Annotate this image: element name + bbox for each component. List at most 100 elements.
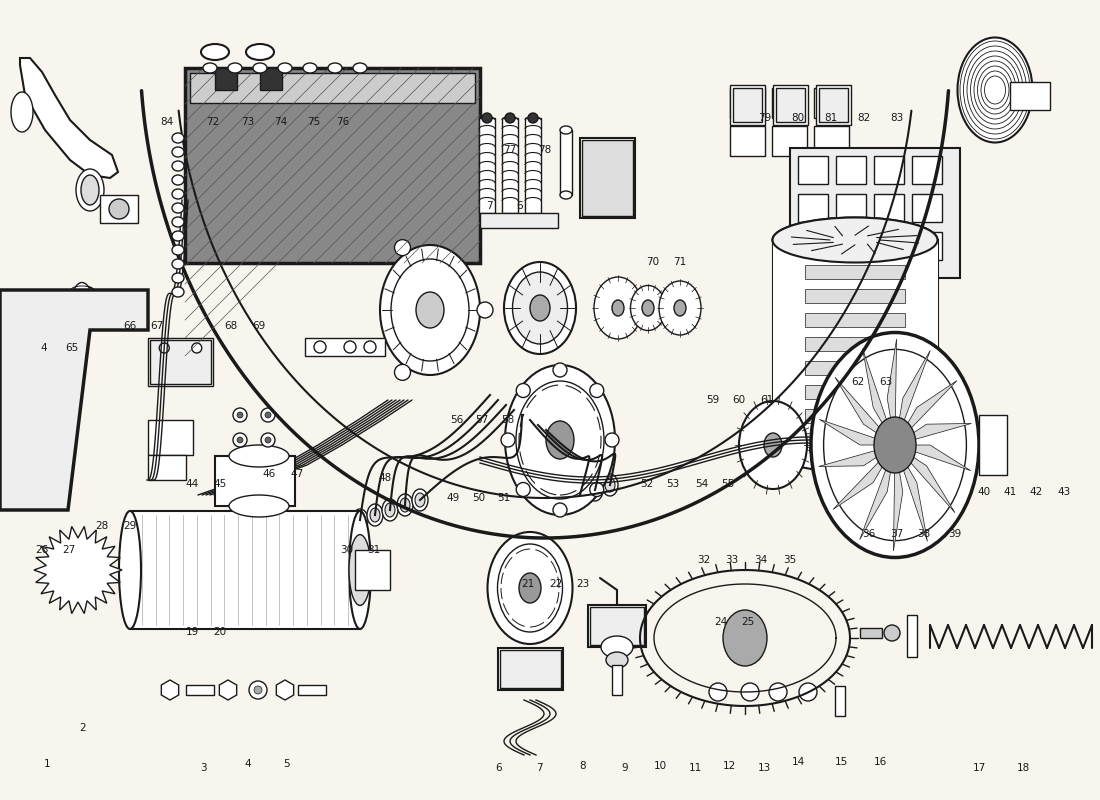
Bar [525, 118, 541, 213]
Circle shape [236, 412, 243, 418]
Circle shape [516, 383, 530, 398]
Text: 54: 54 [695, 479, 708, 489]
Polygon shape [888, 339, 896, 445]
Ellipse shape [811, 333, 979, 558]
Bar [148, 420, 192, 455]
Ellipse shape [572, 484, 588, 506]
Text: 32: 32 [697, 555, 711, 565]
Text: 44: 44 [186, 479, 199, 489]
Text: 80: 80 [791, 114, 804, 123]
Polygon shape [772, 240, 937, 450]
Ellipse shape [739, 401, 807, 489]
Text: 25: 25 [741, 618, 755, 627]
Text: 47: 47 [290, 469, 304, 478]
Ellipse shape [201, 44, 229, 60]
Bar [805, 313, 905, 327]
Ellipse shape [172, 189, 184, 199]
Polygon shape [833, 445, 895, 510]
Text: 26: 26 [35, 546, 48, 555]
Circle shape [233, 408, 248, 422]
Ellipse shape [519, 573, 541, 603]
Circle shape [254, 686, 262, 694]
Text: 37: 37 [890, 530, 903, 539]
Circle shape [314, 341, 326, 353]
Ellipse shape [674, 300, 686, 316]
Bar [805, 337, 905, 351]
Bar [874, 232, 904, 260]
Ellipse shape [772, 218, 937, 262]
Text: 40: 40 [978, 487, 991, 497]
Polygon shape [818, 445, 895, 466]
Bar [798, 194, 828, 222]
Bar [979, 415, 1006, 475]
Polygon shape [893, 445, 903, 551]
Polygon shape [162, 680, 178, 700]
Text: 49: 49 [447, 493, 460, 502]
Circle shape [364, 341, 376, 353]
Text: 21: 21 [521, 579, 535, 589]
Circle shape [553, 503, 566, 517]
Ellipse shape [172, 133, 184, 143]
Ellipse shape [530, 295, 550, 321]
Circle shape [505, 113, 515, 123]
Bar [805, 409, 905, 423]
Ellipse shape [172, 259, 184, 269]
Text: 34: 34 [755, 555, 768, 565]
Bar [186, 685, 214, 695]
Circle shape [516, 482, 530, 497]
Bar [260, 68, 282, 90]
Ellipse shape [349, 534, 371, 606]
Ellipse shape [513, 272, 568, 344]
Ellipse shape [367, 504, 383, 526]
Text: 15: 15 [835, 757, 848, 766]
Text: 59: 59 [706, 395, 719, 405]
Ellipse shape [246, 44, 274, 60]
Circle shape [395, 364, 410, 380]
Text: 6: 6 [495, 763, 502, 773]
Bar [835, 686, 845, 716]
Bar [860, 628, 882, 638]
Bar [500, 650, 561, 688]
Bar [498, 648, 563, 690]
Polygon shape [20, 58, 118, 178]
Bar [148, 455, 186, 480]
Ellipse shape [772, 218, 937, 262]
Bar [150, 340, 211, 384]
Ellipse shape [172, 245, 184, 255]
Ellipse shape [172, 273, 184, 283]
Ellipse shape [172, 147, 184, 157]
Bar [502, 118, 518, 213]
Text: 70: 70 [646, 258, 659, 267]
Bar [733, 88, 762, 122]
Ellipse shape [352, 509, 368, 531]
Ellipse shape [487, 532, 572, 644]
Bar [588, 605, 646, 647]
Bar [805, 385, 905, 399]
Text: 53: 53 [667, 479, 680, 489]
Circle shape [62, 554, 94, 586]
Ellipse shape [630, 286, 666, 330]
Text: 14: 14 [792, 757, 805, 766]
Bar [582, 140, 632, 216]
Ellipse shape [397, 494, 412, 516]
Ellipse shape [602, 474, 618, 496]
Bar [100, 195, 138, 223]
Ellipse shape [810, 435, 900, 465]
Text: 38: 38 [917, 530, 931, 539]
Text: 42: 42 [1030, 487, 1043, 497]
Text: 4: 4 [41, 343, 47, 353]
Ellipse shape [119, 511, 141, 629]
Ellipse shape [824, 350, 967, 541]
Text: 12: 12 [723, 762, 736, 771]
Text: 46: 46 [263, 469, 276, 478]
Text: 35: 35 [783, 555, 796, 565]
Ellipse shape [764, 433, 782, 457]
Text: 10: 10 [653, 762, 667, 771]
Ellipse shape [172, 203, 184, 213]
Ellipse shape [400, 498, 410, 512]
Text: 7: 7 [486, 202, 493, 211]
Ellipse shape [349, 511, 371, 629]
Ellipse shape [504, 262, 576, 354]
Ellipse shape [505, 365, 615, 515]
Bar [305, 338, 385, 356]
